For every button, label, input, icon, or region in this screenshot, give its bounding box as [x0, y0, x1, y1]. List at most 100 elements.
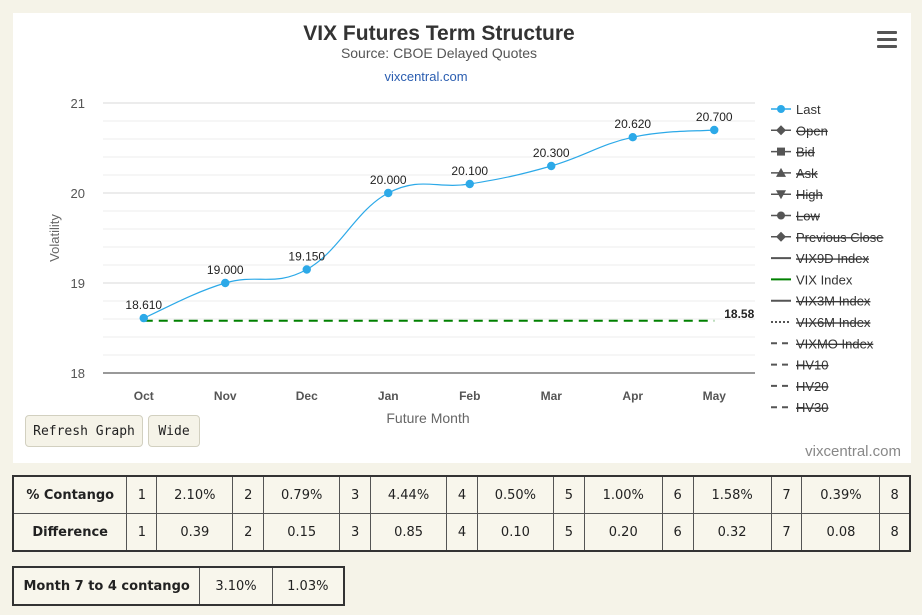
x-tick-label: Dec [296, 389, 318, 403]
grid-lines [103, 102, 755, 374]
y-tick-label: 21 [71, 96, 85, 111]
last-data-label: 19.000 [207, 263, 244, 277]
contango-month-number: 1 [126, 475, 158, 514]
legend-label: HV30 [796, 400, 829, 415]
chart-panel: VIX Futures Term Structure Source: CBOE … [13, 13, 911, 463]
legend-item[interactable]: VIX9D Index [771, 251, 869, 266]
difference-month-number: 8 [879, 513, 911, 552]
difference-value: 0.15 [263, 513, 341, 552]
legend-item[interactable]: HV10 [771, 358, 829, 373]
contango-month-number: 7 [770, 475, 803, 514]
contango-month-number: 5 [552, 475, 585, 514]
legend-item[interactable]: Previous Close [771, 230, 883, 245]
wide-button[interactable]: Wide [148, 415, 200, 447]
contango-value: 1.00% [583, 475, 663, 514]
x-tick-label: Jan [378, 389, 399, 403]
axes: 18 19 20 21 Oct Nov Dec Jan Feb Mar Apr May [71, 96, 755, 403]
legend-circle-icon [777, 105, 785, 113]
difference-value: 0.08 [801, 513, 881, 552]
last-data-point [302, 265, 311, 274]
x-axis-label: Future Month [386, 410, 469, 426]
legend-item[interactable]: Bid [771, 145, 815, 160]
difference-value: 0.10 [476, 513, 554, 552]
legend-label: Open [796, 123, 828, 138]
legend-item[interactable]: HV30 [771, 400, 829, 415]
source-link[interactable]: vixcentral.com [384, 69, 467, 84]
legend-triangle-down-icon [776, 190, 786, 200]
legend-triangle-icon [776, 167, 786, 177]
difference-value: 0.39 [156, 513, 234, 552]
legend-item[interactable]: VIX3M Index [771, 294, 871, 309]
legend-label: Last [796, 102, 821, 117]
contango-value: 1.58% [692, 475, 772, 514]
x-tick-label: Mar [541, 389, 563, 403]
contango-month-number: 2 [232, 475, 265, 514]
contango-value: 4.44% [370, 475, 447, 514]
last-data-point [547, 161, 556, 171]
difference-month-number: 7 [770, 513, 803, 552]
difference-month-number: 3 [339, 513, 372, 552]
legend-diamond-icon [776, 125, 786, 136]
legend-item[interactable]: VIX Index [771, 272, 853, 287]
legend-label: VIX Index [796, 272, 853, 287]
legend-item[interactable]: Open [771, 123, 828, 138]
legend-square-icon [777, 147, 785, 156]
y-tick-label: 18 [71, 366, 85, 381]
legend-label: HV20 [796, 379, 829, 394]
last-data-point [465, 179, 474, 189]
legend-circle-icon [777, 211, 785, 220]
contango-month-number: 6 [661, 475, 694, 514]
last-data-point [221, 278, 230, 288]
contango-value: 0.50% [476, 475, 554, 514]
last-data-point [384, 188, 393, 198]
difference-value: 0.32 [692, 513, 772, 552]
last-data-label: 20.700 [696, 110, 733, 124]
legend-label: VIX3M Index [796, 294, 871, 309]
difference-value: 0.20 [583, 513, 663, 552]
month-7-to-4-value-2: 1.03% [271, 566, 345, 606]
x-tick-label: Apr [622, 389, 643, 403]
month-7-to-4-value-1: 3.10% [199, 566, 273, 606]
legend-item[interactable]: Low [771, 209, 820, 224]
contango-table: % Contango 1 2.10% 2 0.79% 3 4.44% 4 0.50% 5 1.00… [12, 475, 911, 552]
legend: Last Open Bid Ask High Low Previous Close VIX9D… [771, 102, 883, 415]
table-row: Month 7 to 4 contango 3.10% 1.03% [12, 566, 345, 606]
legend-item[interactable]: VIX6M Index [771, 315, 871, 330]
x-tick-label: Feb [459, 389, 480, 403]
chart-subtitle: Source: CBOE Delayed Quotes [341, 45, 537, 61]
legend-item[interactable]: VIXMO Index [771, 336, 874, 351]
legend-label: VIX6M Index [796, 315, 871, 330]
last-data-label: 18.610 [125, 298, 162, 312]
difference-month-number: 5 [552, 513, 585, 552]
y-tick-label: 19 [71, 276, 85, 291]
legend-item[interactable]: Ask [771, 166, 818, 181]
last-data-label: 20.000 [370, 173, 407, 187]
legend-diamond-icon [776, 231, 786, 242]
credit-link[interactable]: vixcentral.com [805, 443, 901, 460]
contango-month-number: 3 [339, 475, 372, 514]
refresh-graph-button[interactable]: Refresh Graph [25, 415, 143, 447]
last-data-label: 20.300 [533, 146, 570, 160]
contango-month-number: 4 [446, 475, 478, 514]
y-axis-label: Volatility [47, 214, 62, 262]
legend-item[interactable]: HV20 [771, 379, 829, 394]
chart-title: VIX Futures Term Structure [303, 22, 575, 45]
difference-month-number: 2 [232, 513, 265, 552]
legend-item[interactable]: Last [771, 102, 821, 117]
legend-item[interactable]: High [771, 187, 823, 202]
legend-label: Bid [796, 145, 815, 160]
last-data-label: 20.620 [614, 117, 651, 131]
difference-row-header: Difference [12, 513, 128, 552]
month-7-to-4-table: Month 7 to 4 contango 3.10% 1.03% [12, 566, 345, 606]
legend-label: VIX9D Index [796, 251, 869, 266]
vix-index-data-label: 18.58 [724, 307, 754, 321]
contango-row: % Contango 1 2.10% 2 0.79% 3 4.44% 4 0.50% 5 1.00… [12, 475, 911, 514]
difference-value: 0.85 [370, 513, 447, 552]
hamburger-menu-icon[interactable] [877, 31, 897, 49]
last-data-point [710, 125, 719, 135]
difference-month-number: 6 [661, 513, 694, 552]
legend-label: High [796, 187, 823, 202]
contango-value: 2.10% [156, 475, 234, 514]
month-7-to-4-label: Month 7 to 4 contango [12, 566, 201, 606]
last-series-line [143, 129, 715, 319]
